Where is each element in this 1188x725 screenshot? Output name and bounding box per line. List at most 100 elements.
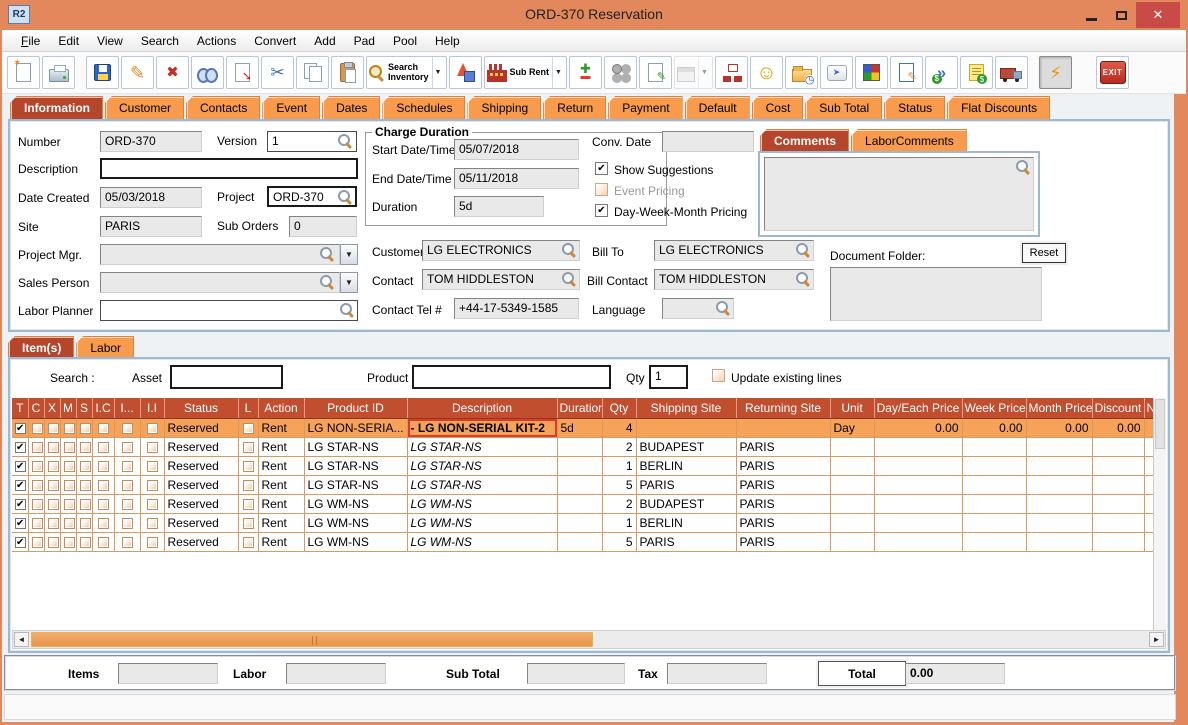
column-header-description[interactable]: Description bbox=[407, 398, 558, 419]
site-field[interactable]: PARIS bbox=[100, 216, 202, 237]
idot-checkbox[interactable] bbox=[121, 422, 133, 434]
menu-convert[interactable]: Convert bbox=[254, 33, 297, 48]
number-field[interactable]: ORD-370 bbox=[100, 131, 202, 152]
tab-payment[interactable]: Payment bbox=[608, 96, 683, 119]
menu-search[interactable]: Search bbox=[140, 33, 179, 48]
transfer-order-button[interactable] bbox=[226, 56, 259, 89]
ii-checkbox[interactable] bbox=[146, 460, 158, 472]
cell-idot[interactable] bbox=[114, 475, 141, 495]
cell-ii[interactable] bbox=[140, 475, 165, 495]
column-header-action[interactable]: Action bbox=[258, 398, 305, 419]
tab-schedules[interactable]: Schedules bbox=[382, 96, 466, 119]
ii-checkbox[interactable] bbox=[146, 517, 158, 529]
column-header-m[interactable]: M bbox=[60, 398, 77, 419]
column-header-ii[interactable]: I.I bbox=[140, 398, 165, 419]
t-checkbox[interactable] bbox=[15, 536, 26, 548]
cell-c[interactable] bbox=[28, 418, 45, 438]
tab-customer[interactable]: Customer bbox=[105, 96, 185, 119]
column-header-day_each_price[interactable]: Day/Each Price bbox=[874, 398, 963, 419]
t-checkbox[interactable] bbox=[15, 479, 26, 491]
cut-button[interactable]: ✂ bbox=[261, 56, 294, 89]
cell-s[interactable] bbox=[76, 475, 93, 495]
project-mgr-field[interactable] bbox=[100, 244, 340, 265]
column-header-status[interactable]: Status bbox=[164, 398, 239, 419]
idot-checkbox[interactable] bbox=[121, 479, 133, 491]
comments-search-icon[interactable] bbox=[1016, 160, 1030, 174]
product-input[interactable] bbox=[412, 365, 611, 389]
s-checkbox[interactable] bbox=[79, 441, 91, 453]
history-folder-button[interactable] bbox=[785, 56, 819, 89]
cell-ii[interactable] bbox=[140, 437, 165, 457]
m-checkbox[interactable] bbox=[63, 460, 75, 472]
maximize-button[interactable] bbox=[1106, 2, 1136, 28]
column-header-l[interactable]: L bbox=[238, 398, 259, 419]
x-checkbox[interactable] bbox=[47, 536, 59, 548]
scroll-right-arrow-icon[interactable]: ► bbox=[1149, 632, 1164, 647]
cell-ic[interactable] bbox=[92, 456, 115, 476]
ic-checkbox[interactable] bbox=[97, 479, 109, 491]
cell-idot[interactable] bbox=[114, 418, 141, 438]
bill-to-search-icon[interactable] bbox=[796, 243, 810, 257]
cell-m[interactable] bbox=[60, 494, 77, 514]
x-checkbox[interactable] bbox=[47, 517, 59, 529]
c-checkbox[interactable] bbox=[31, 441, 43, 453]
l-checkbox[interactable] bbox=[242, 460, 254, 472]
horizontal-scrollbar[interactable]: ◄ ► bbox=[12, 630, 1166, 649]
column-header-qty[interactable]: Qty bbox=[602, 398, 637, 419]
cell-t[interactable] bbox=[12, 532, 29, 552]
scroll-left-arrow-icon[interactable]: ◄ bbox=[14, 632, 29, 647]
cell-m[interactable] bbox=[60, 418, 77, 438]
cell-l[interactable] bbox=[238, 418, 259, 438]
sub-orders-field[interactable]: 0 bbox=[289, 216, 357, 237]
search-inventory-button[interactable]: Search Inventory ▼ bbox=[366, 56, 447, 89]
cell-m[interactable] bbox=[60, 456, 77, 476]
column-header-product_id[interactable]: Product ID bbox=[304, 398, 408, 419]
s-checkbox[interactable] bbox=[79, 479, 91, 491]
sub-rent-button[interactable]: Sub Rent ▼ bbox=[483, 56, 568, 89]
m-checkbox[interactable] bbox=[63, 536, 75, 548]
project-search-icon[interactable] bbox=[338, 190, 352, 204]
logistics-truck-button[interactable] bbox=[995, 56, 1029, 89]
tab-flat-discounts[interactable]: Flat Discounts bbox=[947, 96, 1051, 119]
cell-x[interactable] bbox=[44, 475, 61, 495]
m-checkbox[interactable] bbox=[63, 422, 75, 434]
cell-s[interactable] bbox=[76, 456, 93, 476]
m-checkbox[interactable] bbox=[63, 479, 75, 491]
find-button[interactable] bbox=[191, 56, 224, 89]
customer-smiley-button[interactable]: ☺ bbox=[750, 56, 784, 89]
print-button[interactable] bbox=[42, 56, 75, 89]
update-lines-checkbox[interactable] bbox=[712, 369, 725, 382]
cell-l[interactable] bbox=[238, 475, 259, 495]
minimize-button[interactable] bbox=[1076, 2, 1106, 28]
idot-checkbox[interactable] bbox=[121, 460, 133, 472]
s-checkbox[interactable] bbox=[79, 460, 91, 472]
ic-checkbox[interactable] bbox=[97, 460, 109, 472]
end-date-field[interactable]: 05/11/2018 bbox=[454, 168, 579, 189]
duration-field[interactable]: 5d bbox=[454, 196, 544, 217]
project-field[interactable]: ORD-370 bbox=[267, 186, 357, 207]
cell-ic[interactable] bbox=[92, 532, 115, 552]
x-checkbox[interactable] bbox=[47, 441, 59, 453]
quick-launch-button[interactable]: ⚡ bbox=[1039, 56, 1073, 89]
t-checkbox[interactable] bbox=[15, 422, 26, 434]
new-order-button[interactable] bbox=[7, 56, 40, 89]
tab-information[interactable]: Information bbox=[10, 96, 103, 119]
tab-dates[interactable]: Dates bbox=[322, 96, 381, 119]
project-mgr-search-icon[interactable] bbox=[320, 247, 334, 261]
cell-l[interactable] bbox=[238, 456, 259, 476]
cell-m[interactable] bbox=[60, 532, 77, 552]
t-checkbox[interactable] bbox=[15, 498, 26, 510]
sub-rent-button-dropdown-icon[interactable]: ▼ bbox=[552, 57, 564, 88]
dwm-pricing-checkbox[interactable] bbox=[595, 204, 608, 217]
m-checkbox[interactable] bbox=[63, 517, 75, 529]
tab-status[interactable]: Status bbox=[884, 96, 946, 119]
l-checkbox[interactable] bbox=[242, 517, 254, 529]
cell-idot[interactable] bbox=[114, 456, 141, 476]
cell-ii[interactable] bbox=[140, 456, 165, 476]
version-field[interactable]: 1 bbox=[267, 131, 357, 152]
reset-button[interactable]: Reset bbox=[1022, 243, 1066, 263]
contact-tel-field[interactable]: +44-17-5349-1585 bbox=[454, 298, 579, 319]
cell-idot[interactable] bbox=[114, 437, 141, 457]
menu-pad[interactable]: Pad bbox=[353, 33, 375, 48]
